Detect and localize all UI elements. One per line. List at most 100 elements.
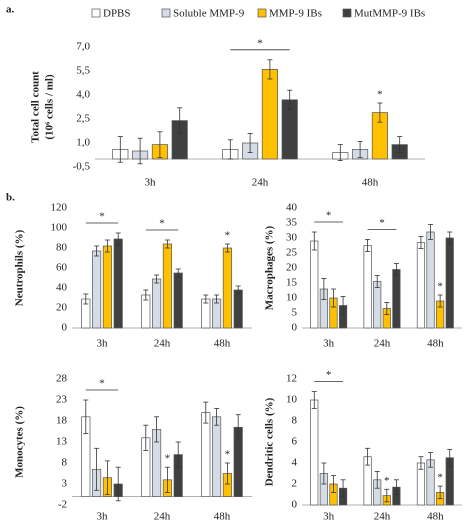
significance-star: *: [257, 37, 263, 49]
error-bar: [437, 294, 443, 308]
bar: [426, 231, 435, 329]
legend-swatch: [161, 8, 171, 18]
y-tick-label: 100: [51, 222, 68, 234]
y-tick-label: 18: [56, 415, 68, 427]
y-tick-label: 40: [56, 282, 68, 294]
error-bar: [267, 59, 273, 80]
bar: [92, 250, 102, 329]
x-tick-label: 48h: [214, 511, 231, 523]
error-bar: [115, 466, 121, 502]
significance-star: *: [99, 378, 105, 390]
bar: [310, 399, 319, 506]
error-bar: [365, 447, 371, 466]
error-bar: [428, 452, 434, 468]
error-bar: [340, 479, 346, 498]
bar: [392, 269, 401, 329]
legend-label: MutMMP-9 IBs: [354, 8, 425, 20]
error-bar: [154, 416, 160, 443]
y-tick-label: 2,5: [76, 113, 90, 125]
y-tick-label: 7,0: [76, 41, 90, 53]
error-bar: [384, 488, 390, 503]
y-tick-label: 80: [56, 242, 68, 254]
y-tick-label: 120: [51, 202, 68, 214]
legend-swatch: [257, 8, 267, 18]
bar: [363, 245, 372, 329]
error-bar: [224, 462, 230, 485]
bar: [113, 238, 123, 329]
error-bar: [418, 456, 424, 470]
y-tick-label: 4,0: [76, 89, 90, 101]
error-bar: [393, 263, 399, 276]
error-bar: [397, 136, 403, 154]
x-tick-label: 3h: [97, 338, 109, 350]
y-tick-label: 28: [56, 373, 68, 385]
error-bar: [330, 475, 336, 493]
y-tick-label: -2: [58, 499, 67, 511]
x-tick-label: 24h: [252, 177, 269, 189]
y-tick-label: 0: [62, 322, 68, 334]
error-bar: [235, 285, 241, 295]
error-bar: [143, 289, 149, 301]
y-tick-label: 40: [286, 202, 298, 214]
bar: [261, 69, 278, 160]
bar: [162, 243, 172, 329]
y-axis-label: Neutrophils (%): [14, 229, 26, 306]
y-tick-label: 8: [62, 457, 68, 469]
bar: [310, 240, 319, 329]
error-bar: [104, 239, 110, 253]
error-bar: [247, 132, 253, 154]
error-bar: [175, 268, 181, 278]
y-tick-label: 23: [56, 394, 68, 406]
y-tick-label: 13: [56, 436, 68, 448]
significance-star: *: [99, 211, 105, 223]
y-tick-label: 35: [286, 217, 298, 229]
error-bar: [393, 479, 399, 495]
error-bar: [177, 107, 183, 134]
y-tick-label: 15: [286, 277, 298, 289]
y-tick-label: -0,5: [73, 161, 91, 173]
error-bar: [137, 137, 143, 165]
y-tick-label: 3: [62, 478, 68, 490]
significance-star: *: [437, 281, 443, 293]
x-tick-label: 3h: [97, 511, 109, 523]
y-axis-label: Dendritic cells (%): [264, 397, 276, 486]
y-tick-label: 1,0: [76, 137, 90, 149]
significance-star: *: [384, 475, 390, 487]
y-tick-label: 60: [56, 262, 68, 274]
y-axis-label: (10⁶ cells / ml): [44, 74, 56, 140]
legend-label: DPBS: [103, 8, 131, 20]
y-tick-label: 5: [292, 307, 298, 319]
legend-label: MMP-9 IBs: [269, 8, 322, 20]
y-tick-label: 10: [286, 292, 298, 304]
error-bar: [357, 140, 363, 158]
error-bar: [321, 462, 327, 485]
y-axis-label: Macrophages (%): [264, 225, 276, 310]
x-tick-label: 24h: [154, 338, 171, 350]
error-bar: [203, 294, 209, 304]
x-tick-label: 24h: [374, 338, 391, 350]
y-tick-label: 10: [286, 394, 298, 406]
bar: [152, 278, 162, 329]
x-tick-label: 48h: [214, 338, 231, 350]
error-bar: [374, 470, 380, 489]
x-tick-label: 48h: [427, 511, 444, 523]
significance-star: *: [326, 210, 332, 222]
y-tick-label: 2: [292, 478, 298, 490]
bar: [173, 272, 183, 329]
error-bar: [214, 294, 220, 304]
panel-label: a.: [6, 4, 15, 16]
significance-star: *: [437, 472, 443, 484]
error-bar: [224, 243, 230, 253]
error-bar: [365, 239, 371, 252]
error-bar: [437, 485, 443, 500]
error-bar: [117, 136, 123, 163]
significance-star: *: [225, 230, 231, 242]
y-tick-label: 6: [292, 436, 298, 448]
error-bar: [157, 131, 163, 158]
x-tick-label: 3h: [323, 338, 335, 350]
error-bar: [418, 236, 424, 249]
error-bar: [203, 401, 209, 424]
y-tick-label: 0: [292, 499, 298, 511]
significance-star: *: [377, 89, 383, 101]
